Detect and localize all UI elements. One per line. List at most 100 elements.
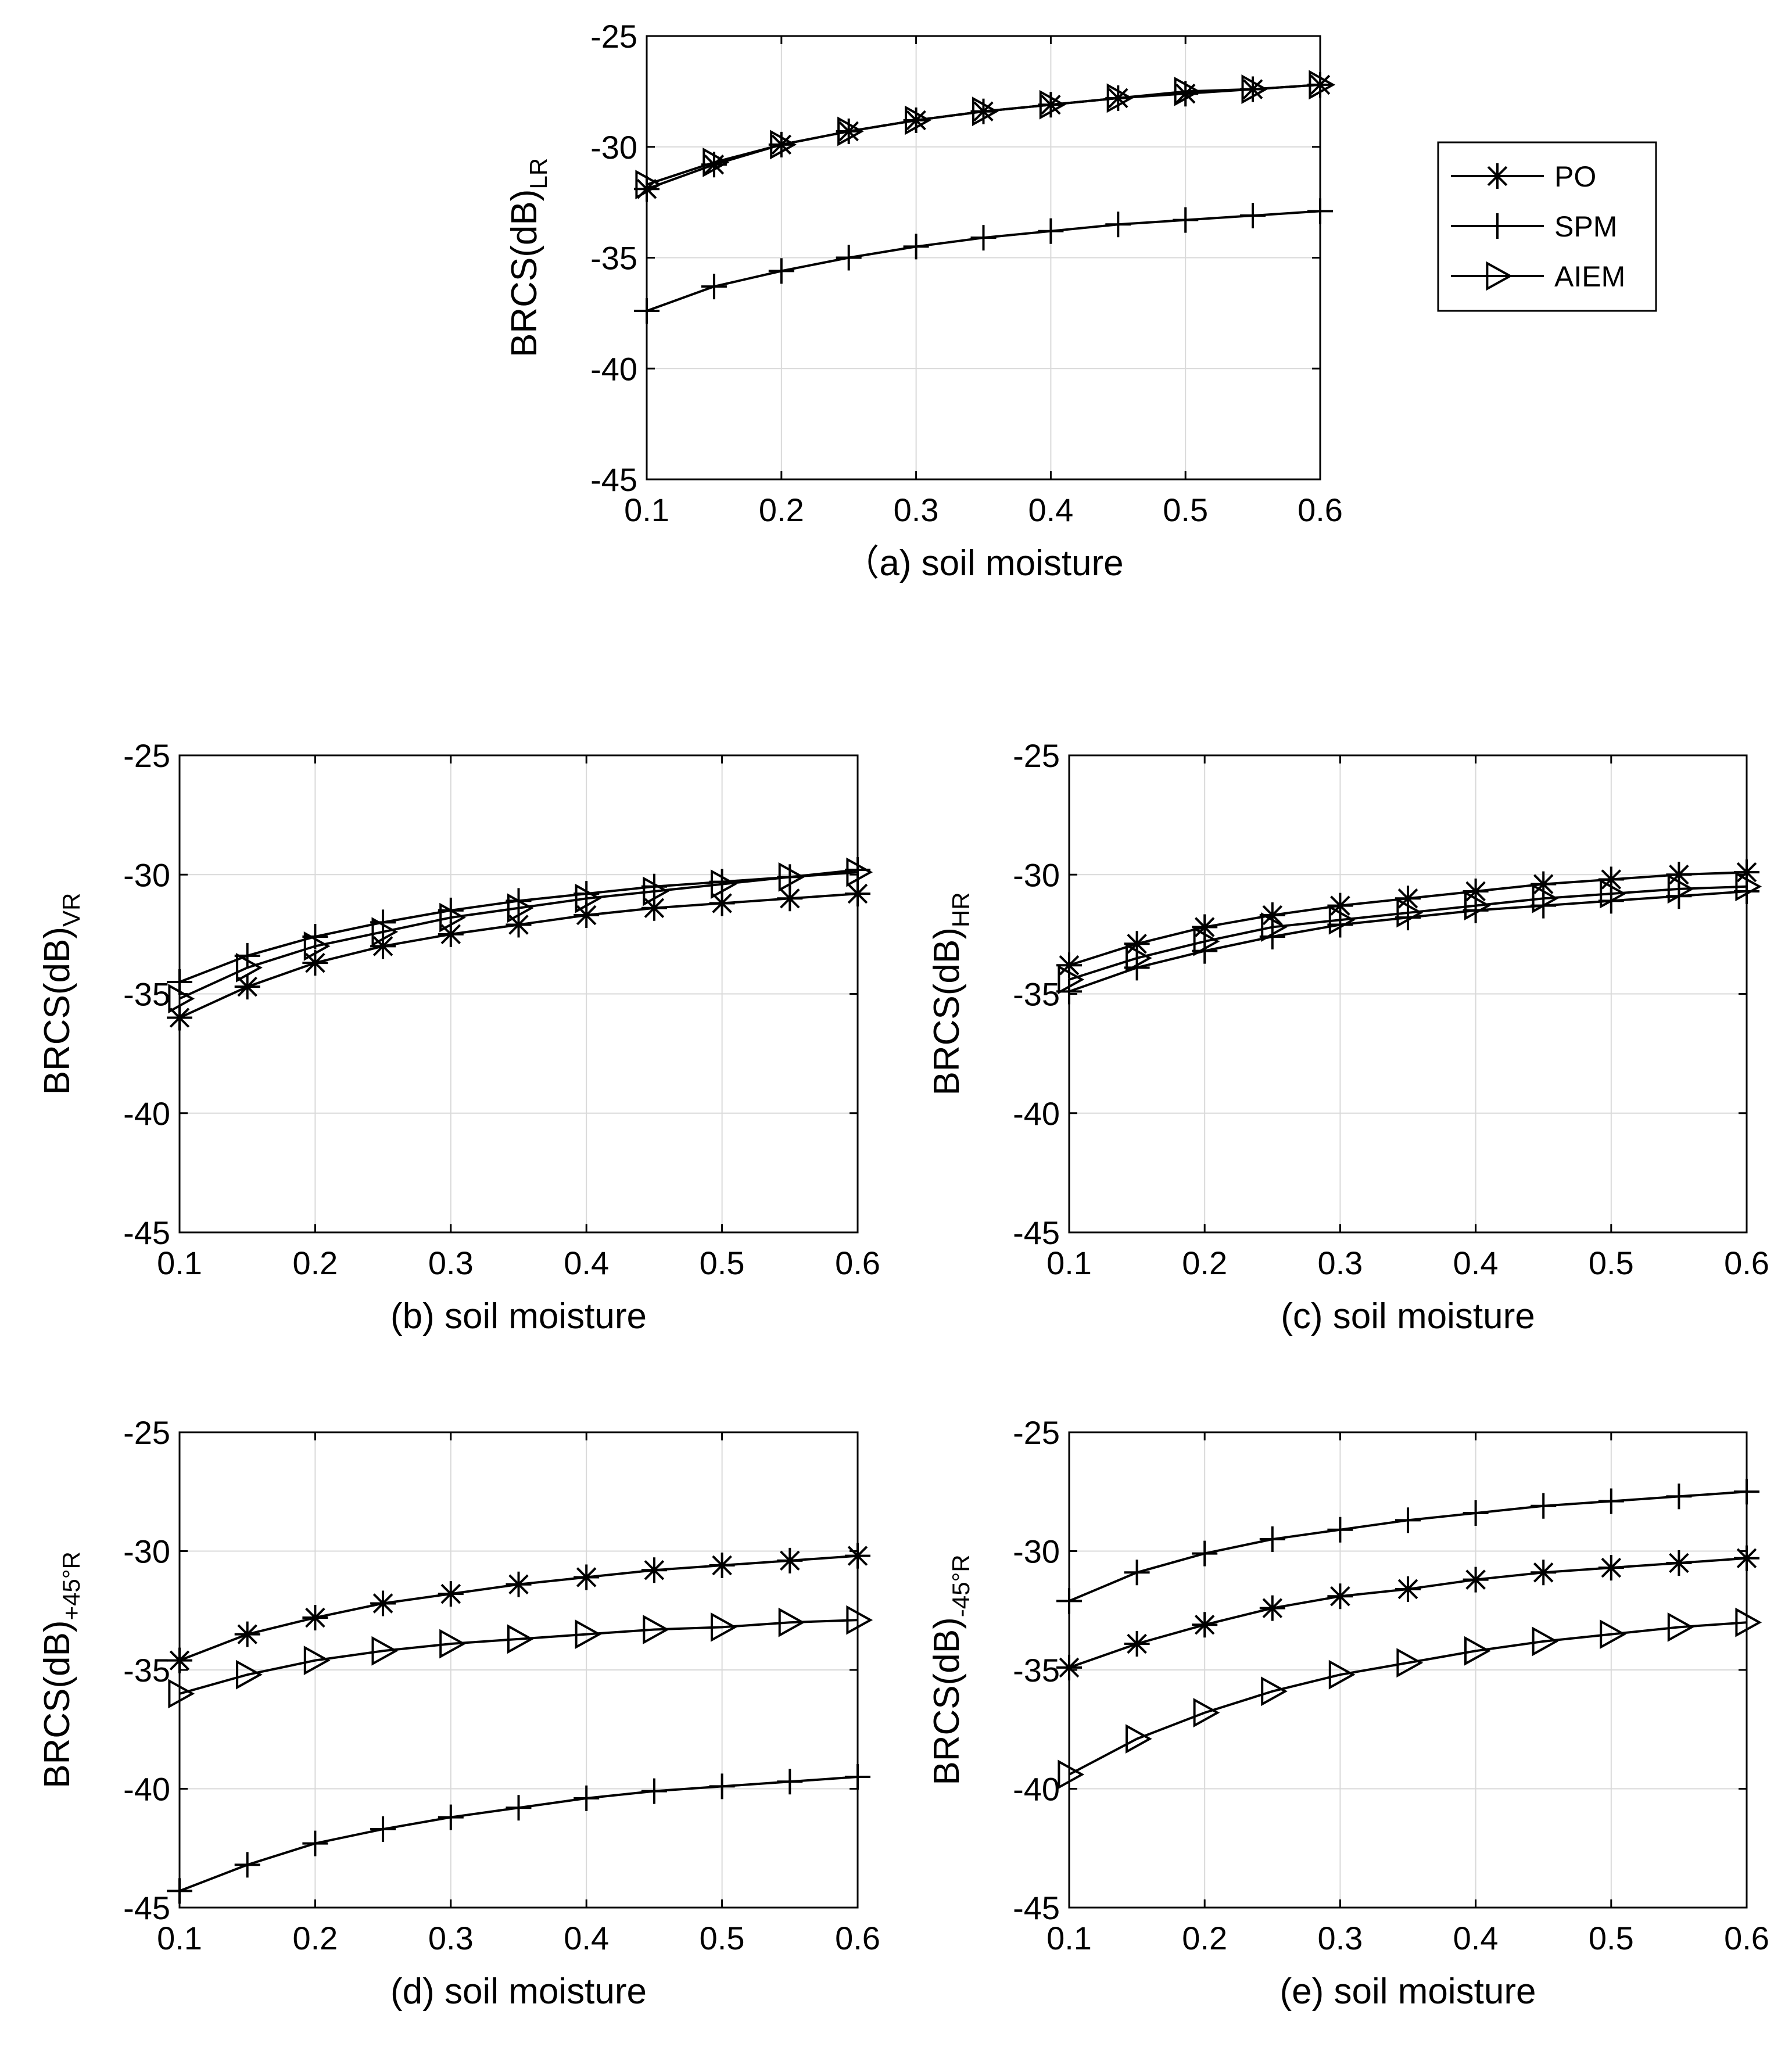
data-point-aiem	[778, 1607, 805, 1637]
data-point-po	[370, 1590, 396, 1616]
data-point-spm	[302, 1830, 328, 1856]
y-axis-label: BRCS(dB)VR	[37, 893, 85, 1095]
y-axis-label: BRCS(dB)+45°R	[37, 1551, 85, 1788]
data-point-aiem	[1193, 1698, 1220, 1728]
data-point-spm	[1259, 1526, 1285, 1553]
data-point-spm	[1056, 1588, 1082, 1614]
x-tick-label: 0.4	[564, 1245, 609, 1281]
x-tick-label: 0.3	[428, 1245, 474, 1281]
x-tick-label: 0.1	[1046, 1920, 1092, 1956]
legend-label: AIEM	[1554, 260, 1625, 293]
y-axis-label: BRCS(dB)LR	[504, 158, 552, 357]
data-point-po	[1327, 1583, 1353, 1609]
data-point-aiem	[711, 869, 737, 899]
data-point-po	[777, 1547, 803, 1573]
data-point-spm	[1124, 1560, 1150, 1586]
data-point-spm	[970, 225, 997, 251]
data-point-aiem	[575, 1619, 602, 1650]
data-point-spm	[438, 1804, 464, 1830]
x-tick-label: 0.2	[759, 492, 804, 528]
data-point-spm	[167, 1878, 192, 1904]
data-point-spm	[1173, 207, 1199, 233]
y-tick-label: -30	[1013, 1533, 1060, 1570]
data-point-po	[1056, 952, 1082, 978]
data-point-aiem	[1058, 965, 1085, 995]
data-point-aiem	[1058, 1759, 1085, 1790]
data-point-aiem	[439, 902, 466, 933]
data-point-aiem	[1241, 74, 1268, 104]
data-point-aiem	[1464, 891, 1491, 921]
x-tick-label: 0.2	[1182, 1920, 1227, 1956]
data-point-spm	[1531, 1493, 1557, 1519]
data-point-aiem	[1735, 1607, 1762, 1637]
x-tick-label: 0.3	[428, 1920, 474, 1956]
y-tick-label: -40	[123, 1771, 170, 1808]
data-point-po	[845, 1543, 870, 1569]
y-tick-label: -30	[1013, 856, 1060, 893]
data-point-spm	[1192, 1540, 1218, 1567]
series-line-aiem	[1069, 1621, 1747, 1776]
data-point-spm	[1307, 198, 1333, 224]
x-tick-label: 0.4	[564, 1920, 609, 1956]
y-tick-label: -40	[590, 350, 637, 387]
data-point-spm	[1327, 912, 1353, 938]
x-tick-label: 0.1	[157, 1920, 202, 1956]
data-point-po	[506, 1571, 532, 1597]
data-point-aiem	[1126, 1724, 1152, 1754]
data-point-aiem	[635, 170, 662, 200]
data-point-spm	[1240, 203, 1266, 229]
x-tick-label: 0.6	[835, 1245, 880, 1281]
chart-panel-e: 0.1 0.2 0.3 0.4 0.5 0.6 -25 -30 -35 -40 -45 (e) soi…	[927, 1414, 1769, 2012]
data-point-aiem	[1039, 89, 1066, 120]
data-point-po	[234, 974, 260, 1000]
x-tick-label: 0.6	[835, 1920, 880, 1956]
series-line-aiem	[179, 1619, 858, 1695]
y-tick-label: -25	[123, 737, 170, 774]
chart-panel-b: 0.1 0.2 0.3 0.4 0.5 0.6 -25 -30 -35 -40 -45 (b) soi…	[37, 737, 880, 1336]
data-point-po	[1124, 931, 1150, 957]
series-aiem	[168, 1605, 873, 1709]
data-point-aiem	[643, 876, 670, 906]
data-point-po	[1734, 1545, 1759, 1571]
y-tick-label: -25	[590, 18, 637, 55]
y-tick-label: -25	[1013, 1414, 1060, 1451]
series-po	[1056, 1545, 1759, 1680]
data-point-spm	[1395, 1507, 1421, 1533]
series-aiem	[1058, 1607, 1762, 1790]
legend: PO SPM AIEM	[1437, 141, 1657, 312]
data-point-spm	[903, 234, 929, 260]
data-point-aiem	[168, 1679, 195, 1709]
legend-entry-aiem: AIEM	[1451, 260, 1625, 293]
data-point-po	[234, 1621, 260, 1647]
data-point-aiem	[371, 1636, 399, 1666]
data-point-po	[1327, 892, 1353, 919]
data-point-spm	[768, 258, 794, 284]
x-tick-label: 0.4	[1453, 1245, 1499, 1281]
data-point-po	[1531, 1560, 1557, 1586]
data-point-aiem	[1328, 1659, 1356, 1690]
data-point-aiem	[846, 1605, 873, 1635]
data-point-spm	[1463, 1500, 1489, 1526]
data-point-aiem	[507, 893, 534, 923]
x-tick-label: 0.2	[1182, 1245, 1227, 1281]
data-point-aiem	[1261, 912, 1288, 942]
data-point-po	[1192, 914, 1218, 940]
series-line-spm	[179, 1776, 858, 1892]
x-axis-label: (e) soil moisture	[1280, 1971, 1536, 2012]
x-axis-label: (c) soil moisture	[1281, 1296, 1535, 1336]
x-tick-label: 0.1	[1046, 1245, 1092, 1281]
series-aiem	[635, 70, 1336, 200]
data-point-spm	[1598, 1488, 1624, 1514]
y-tick-label: -40	[123, 1095, 170, 1132]
data-point-spm	[634, 298, 660, 324]
data-point-aiem	[770, 130, 797, 160]
data-point-aiem	[1735, 872, 1762, 902]
data-point-spm	[641, 873, 667, 899]
data-point-aiem	[236, 952, 263, 983]
data-point-aiem	[711, 1612, 737, 1642]
data-point-aiem	[1600, 1619, 1626, 1650]
chart-panel-d: 0.1 0.2 0.3 0.4 0.5 0.6 -25 -30 -35 -40 -45 (d) soi…	[37, 1414, 880, 2012]
data-point-aiem	[303, 1646, 331, 1676]
x-tick-label: 0.4	[1028, 492, 1073, 528]
